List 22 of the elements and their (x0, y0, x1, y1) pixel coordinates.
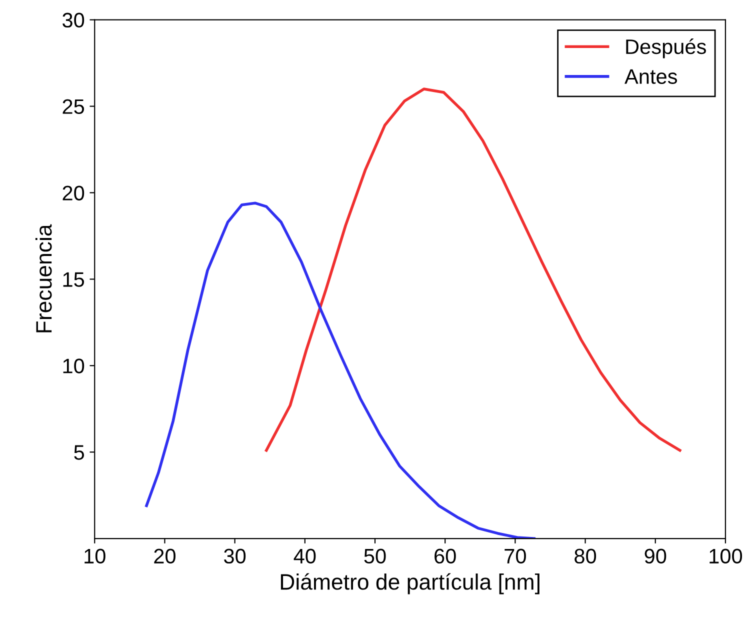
line-series (264, 88, 682, 452)
y-tick-label: 15 (63, 272, 84, 287)
x-tick-label: 90 (644, 548, 666, 564)
y-tick-label: 10 (63, 358, 84, 374)
x-tick-label: 40 (294, 548, 316, 564)
x-tick-label: 10 (84, 548, 106, 564)
y-tick-label: 5 (74, 445, 84, 460)
legend-label: Después (626, 38, 706, 58)
y-tick-label: 20 (62, 186, 84, 200)
x-tick-label: 60 (434, 548, 456, 564)
legend-label: Antes (624, 69, 678, 84)
y-axis-title: Frecuencia (35, 224, 52, 332)
y-tick-label: 30 (62, 12, 84, 28)
x-tick-label: 30 (224, 548, 246, 564)
x-tick-label: 80 (574, 548, 596, 564)
x-tick-label: 70 (504, 548, 526, 564)
y-tick-label: 25 (62, 99, 84, 114)
x-tick-label: 50 (364, 548, 386, 564)
x-tick-label: 20 (154, 548, 176, 564)
x-tick-label: 100 (710, 548, 742, 564)
line-series (145, 202, 536, 539)
x-axis-title: Diámetro de partícula [nm] (280, 573, 540, 594)
